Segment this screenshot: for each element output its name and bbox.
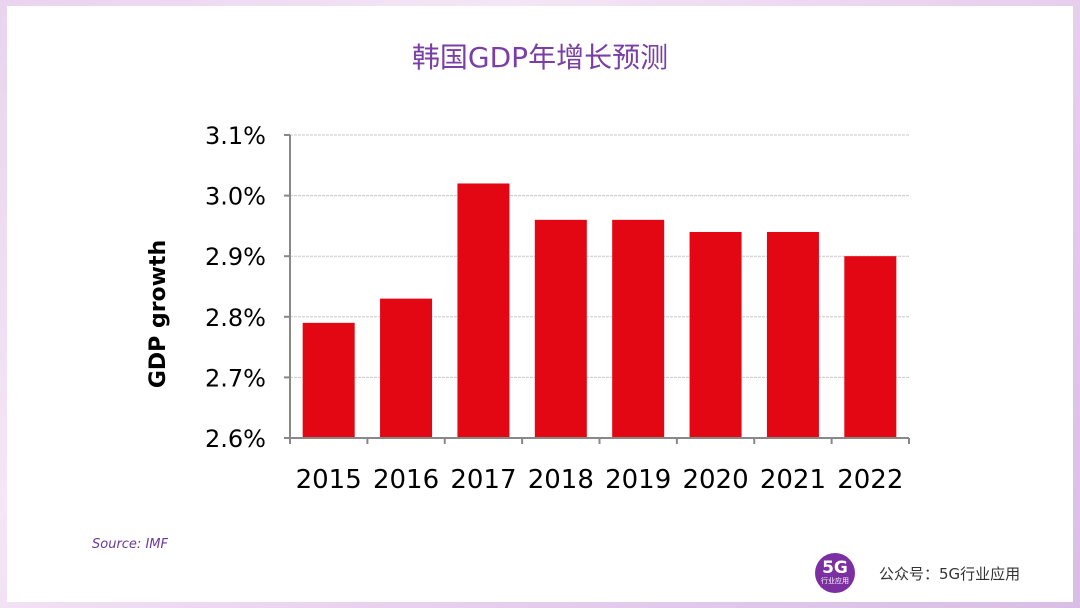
x-tick-labels: 2015 2016 2017 2018 2019 2020 2021 2022 [296,465,904,495]
x-tick-label: 2021 [760,465,826,495]
y-tick-label: 2.6% [205,425,266,453]
x-tick-label: 2015 [296,465,362,495]
bars [302,183,897,438]
x-tick-label: 2018 [528,465,594,495]
bar-2016 [380,298,433,438]
gdp-bar-chart: 2.6%2.7%2.8%2.9%3.0%3.1% 2015 2016 2017 201… [146,122,910,495]
bar-2015 [302,322,355,438]
source-note: Source: IMF [92,537,168,552]
y-tick-label: 2.7% [205,364,266,392]
axes [284,134,910,444]
x-tick-label: 2019 [605,465,671,495]
y-tick-label: 2.8% [205,304,266,332]
y-tick-labels: 2.6% 2.7% 2.8% 2.9% 3.0% 3.1% [205,122,266,453]
x-tick-label: 2022 [837,465,903,495]
brand-watermark: 5G 行业应用 公众号：5G行业应用 [815,553,1020,593]
bar-2021 [766,231,819,438]
y-tick-label: 2.9% [205,243,266,271]
x-tick-label: 2020 [682,465,748,495]
bar-2022 [844,256,897,438]
account-label: 公众号：5G行业应用 [879,564,1021,583]
bar-2017 [457,183,510,438]
logo-5g-text: 5G [822,558,848,578]
logo-subtext: 行业应用 [821,577,849,585]
bar-2018 [534,219,587,438]
bar-2020 [689,231,742,438]
5g-logo: 5G 行业应用 [815,553,855,593]
bar-2019 [612,219,665,438]
y-axis-label: GDP growth [146,240,171,388]
slide: 韩国GDP年增长预测 2.6% 2.7% 2.8% 2.9% 3.0% 3.1% 2015… [7,6,1073,602]
x-tick-label: 2016 [373,465,439,495]
x-tick-label: 2017 [450,465,516,495]
gridlines [290,134,909,378]
y-tick-label: 3.1% [205,122,266,150]
chart-title: 韩国GDP年增长预测 [411,41,669,74]
y-tick-label: 3.0% [205,183,266,211]
